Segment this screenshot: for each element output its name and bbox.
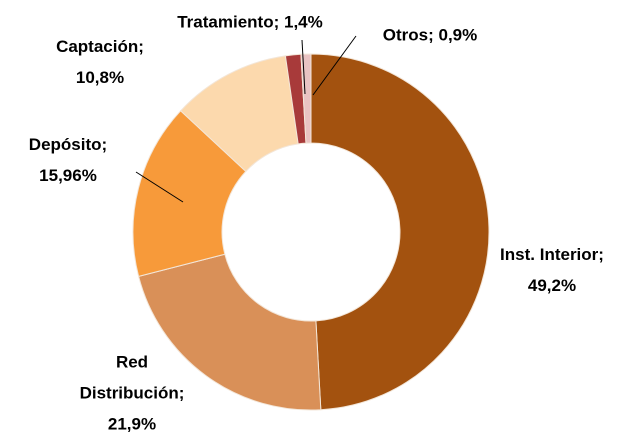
leader-line [301,39,306,95]
data-label: Captación; 10,8% [35,31,165,93]
donut-segment [138,253,322,411]
label-separator: ; [101,135,108,154]
value-label: 1,4% [284,12,323,32]
leader-line [135,171,184,203]
category-label: Depósito [28,135,102,154]
category-label: Otros [382,25,429,45]
leader-line [312,35,357,96]
donut-segment [300,53,312,144]
data-label: Depósito; 15,96% [3,129,133,191]
data-label: Otros; 0,9% [350,20,510,51]
value-label: 0,9% [438,25,478,45]
label-separator: ; [273,12,280,32]
category-label: Captación [56,37,139,56]
value-label: 21,9% [107,414,157,434]
value-label: 49,2% [527,276,577,295]
label-separator: ; [138,37,144,56]
category-label: Inst. Interior [500,245,599,264]
value-label: 10,8% [75,68,125,87]
label-separator: ; [598,245,604,264]
label-separator: ; [178,383,185,403]
category-label: Tratamiento [177,12,274,32]
donut-segment [310,53,490,411]
label-separator: ; [428,25,434,45]
data-label: Tratamiento; 1,4% [140,7,360,38]
data-label: Inst. Interior; 49,2% [467,239,637,301]
data-label: Red Distribución; 21,9% [70,347,195,439]
value-label: 15,96% [39,166,97,185]
category-label: Red Distribución [79,352,179,403]
donut-segment [132,110,247,278]
